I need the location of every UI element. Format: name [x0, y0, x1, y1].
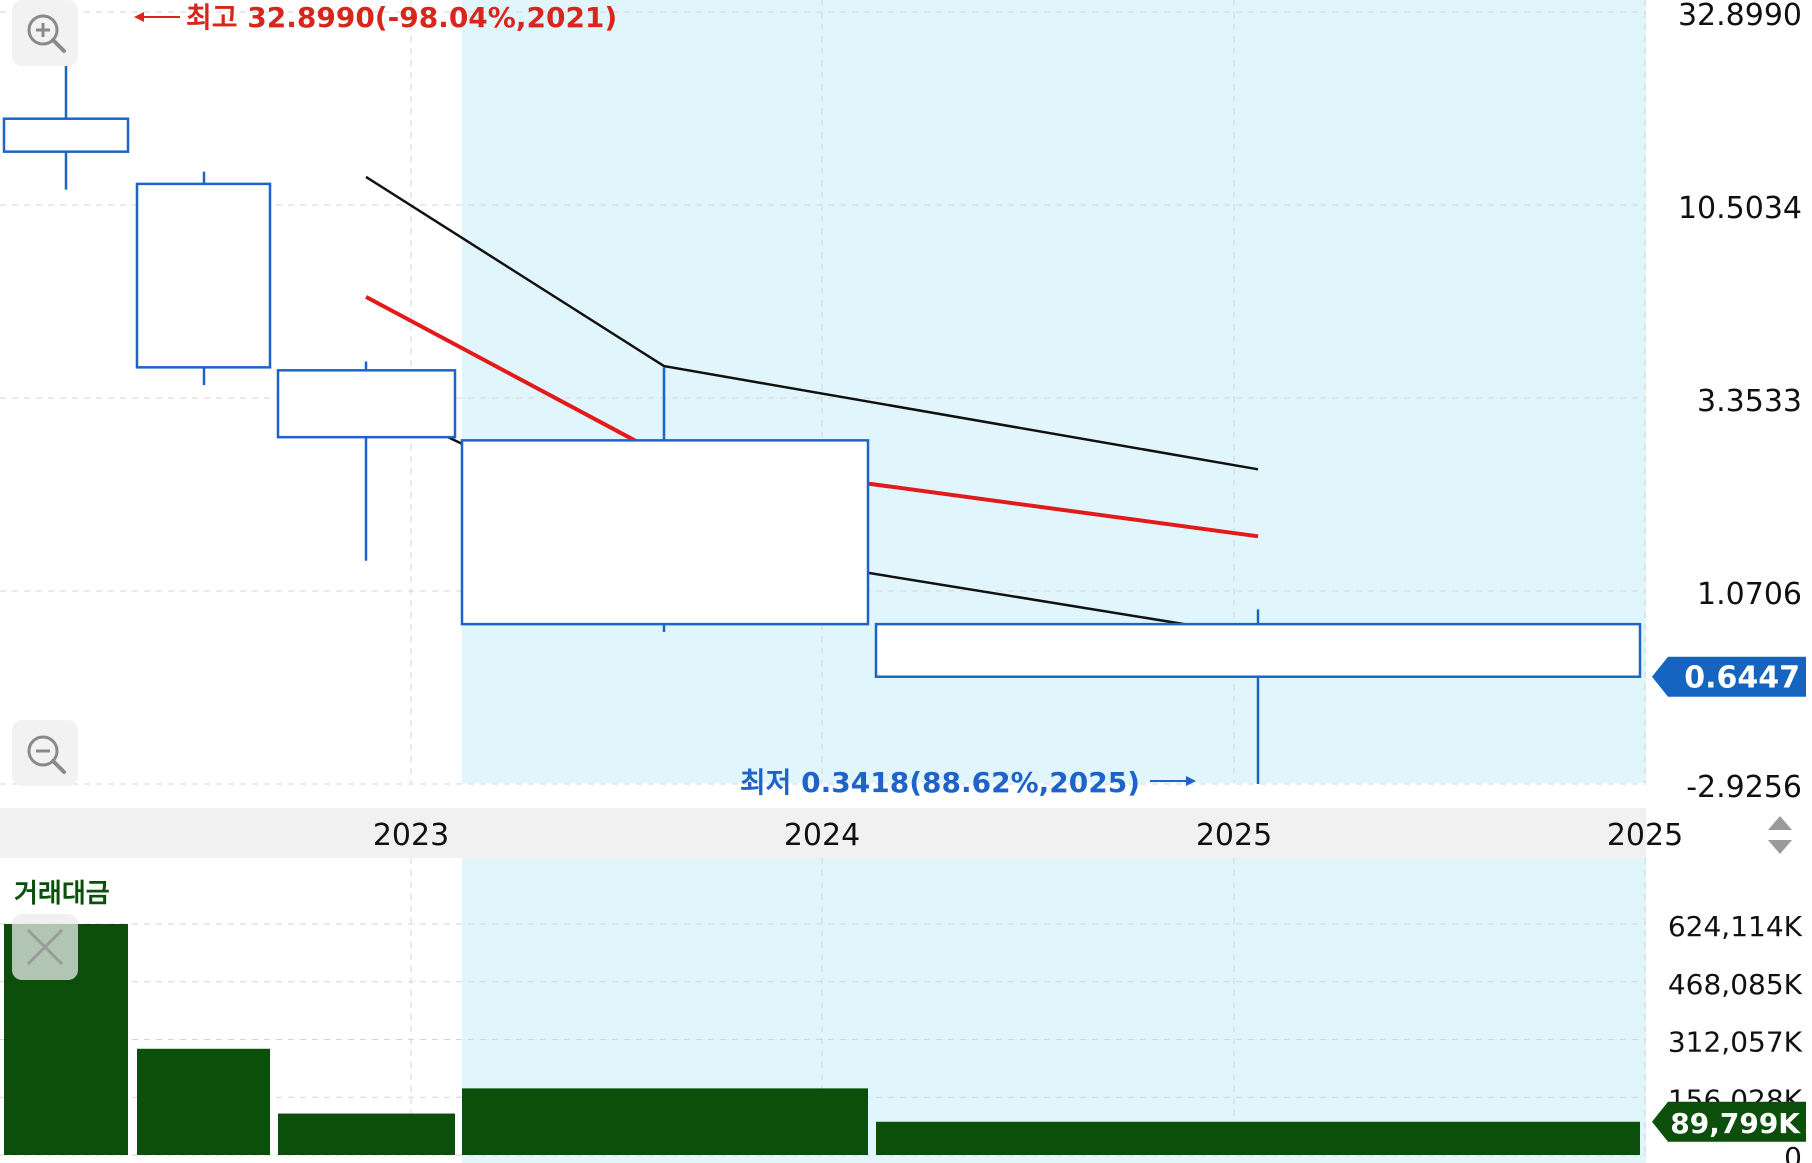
candle-body	[135, 182, 272, 369]
candle-body	[874, 622, 1642, 678]
volume-bar	[137, 1048, 270, 1155]
volume-bar	[462, 1088, 868, 1155]
volume-tick-label: 312,057K	[1668, 1026, 1803, 1059]
current-price-label: 0.6447	[1684, 661, 1800, 696]
volume-bar	[278, 1113, 455, 1155]
current-price-tag	[1652, 656, 1806, 697]
low-annotation: 최저 0.3418(88.62%,2025)	[740, 766, 1140, 799]
price-tick-label: 3.3533	[1697, 384, 1802, 419]
high-annotation: 최고 32.8990(-98.04%,2021)	[186, 1, 617, 34]
close-volume-button[interactable]	[12, 914, 78, 980]
zoom-out-icon	[27, 735, 66, 774]
zoom-out-button[interactable]	[12, 720, 78, 786]
price-tick-label: -2.9256	[1686, 770, 1802, 805]
current-volume-label: 89,799K	[1670, 1107, 1801, 1140]
zoom-in-button[interactable]	[12, 0, 78, 66]
zoom-in-icon	[27, 14, 66, 53]
time-tick-label: 2025	[1607, 818, 1683, 853]
price-tick-label: 32.8990	[1678, 0, 1802, 33]
volume-tick-label: 624,114K	[1668, 910, 1803, 943]
time-tick-label: 2023	[373, 818, 449, 853]
time-axis-bar	[0, 808, 1812, 858]
time-tick-label: 2025	[1196, 818, 1272, 853]
axis-scroll-button[interactable]	[1758, 810, 1802, 860]
time-tick-label: 2024	[784, 818, 860, 853]
volume-bar	[876, 1121, 1640, 1155]
volume-tick-label: 0	[1784, 1141, 1802, 1163]
high-arrow-head	[134, 12, 144, 22]
up-down-arrows-icon	[1768, 816, 1792, 854]
current-volume-tag	[1652, 1101, 1806, 1142]
volume-title: 거래대금	[14, 879, 110, 909]
price-tick-label: 1.0706	[1697, 577, 1802, 612]
close-icon	[26, 928, 64, 966]
candle-body	[2, 117, 130, 153]
low-arrow-head	[1186, 776, 1196, 786]
candle-body	[276, 369, 457, 439]
price-axis-panel	[1646, 0, 1812, 1163]
price-tick-label: 10.5034	[1678, 191, 1802, 226]
candle-body	[460, 439, 870, 626]
volume-tick-label: 468,085K	[1668, 968, 1803, 1001]
band-line-upper	[365, 175, 1259, 471]
